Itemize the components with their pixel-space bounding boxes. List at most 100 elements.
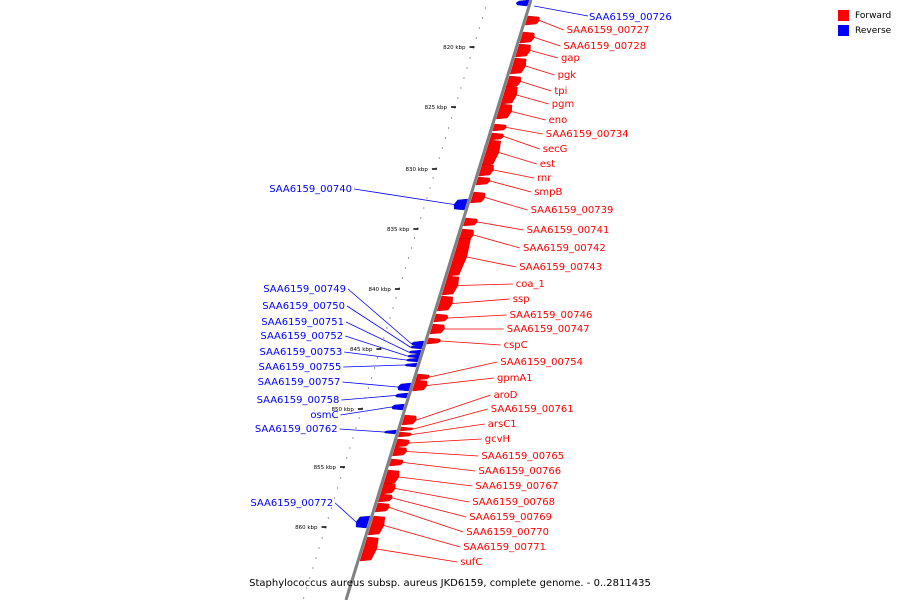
forward-gene-label: smpB bbox=[534, 187, 562, 198]
forward-gene-arrow bbox=[401, 414, 417, 426]
track-dot bbox=[352, 437, 354, 439]
track-dot bbox=[336, 487, 339, 489]
forward-gene-leader bbox=[530, 50, 559, 59]
legend-item-reverse: Reverse bbox=[838, 23, 891, 38]
forward-gene-leader bbox=[511, 111, 546, 121]
forward-gene-leader bbox=[447, 314, 507, 319]
reverse-gene-arrow bbox=[355, 515, 371, 529]
track-dot bbox=[349, 447, 351, 449]
forward-gene-leader bbox=[477, 221, 524, 231]
forward-gene-arrow bbox=[367, 515, 386, 536]
track-dot bbox=[318, 547, 320, 549]
forward-gene-leader bbox=[395, 488, 470, 503]
tick-layer: 820 kbp 825 kbp 830 kbp 835 kbp 840 kbp 845 k… bbox=[295, 7, 487, 599]
forward-gene-leader bbox=[484, 197, 528, 211]
forward-gene-label: SAA6159_00739 bbox=[531, 205, 614, 216]
reverse-gene-label: SAA6159_00740 bbox=[269, 184, 352, 195]
kbp-tick-label: 850 kbp bbox=[331, 407, 354, 413]
forward-gene-leader bbox=[466, 256, 517, 268]
reverse-gene-label: SAA6159_00749 bbox=[263, 284, 346, 295]
track-dot bbox=[438, 157, 440, 159]
reverse-gene-label: SAA6159_00757 bbox=[258, 377, 341, 388]
track-dot bbox=[410, 247, 413, 249]
track-dot bbox=[441, 147, 443, 149]
reverse-gene-arrow bbox=[391, 403, 405, 411]
track-dot bbox=[484, 7, 487, 9]
track-dot bbox=[315, 557, 317, 559]
forward-gene-arrow bbox=[415, 373, 431, 381]
reverse-gene-leader bbox=[347, 288, 412, 344]
reverse-gene-arrow bbox=[404, 362, 418, 368]
forward-gene-arrow bbox=[359, 536, 379, 562]
track-dot bbox=[383, 337, 385, 339]
forward-gene-leader bbox=[406, 451, 479, 457]
forward-gene-leader bbox=[403, 462, 476, 472]
reverse-gene-arrow bbox=[406, 353, 421, 359]
reverse-gene-leader bbox=[340, 406, 392, 416]
forward-gene-leader bbox=[506, 127, 543, 135]
forward-gene-label: est bbox=[540, 159, 555, 170]
forward-gene-label: coa_1 bbox=[516, 279, 545, 290]
track-dot bbox=[401, 277, 403, 279]
kbp-tick-label: 855 kbp bbox=[314, 465, 337, 471]
forward-gene-label: gap bbox=[561, 53, 580, 64]
reverse-gene-label: SAA6159_00726 bbox=[589, 12, 672, 23]
kbp-tick-label: 860 kbp bbox=[295, 525, 318, 531]
genome-caption: Staphylococcus aureus subsp. aureus JKD6… bbox=[249, 578, 651, 589]
kbp-tick-label: 840 kbp bbox=[368, 287, 391, 293]
legend-label-forward: Forward bbox=[855, 10, 892, 21]
forward-gene-arrow bbox=[505, 75, 522, 88]
track-dot bbox=[386, 327, 388, 329]
reverse-gene-arrow bbox=[405, 357, 419, 363]
kbp-tick-label: 825 kbp bbox=[425, 105, 448, 111]
forward-gene-label: SAA6159_00728 bbox=[563, 41, 646, 52]
forward-gene-label: pgm bbox=[552, 99, 574, 110]
forward-gene-arrow bbox=[433, 313, 449, 323]
forward-gene-leader bbox=[452, 298, 510, 304]
forward-gene-arrow bbox=[426, 337, 442, 345]
forward-gene-leader bbox=[429, 361, 498, 378]
reverse-gene-label: SAA6159_00758 bbox=[257, 395, 340, 406]
reverse-gene-leader bbox=[341, 395, 396, 401]
forward-gene-arrow bbox=[436, 295, 453, 312]
forward-gene-arrow bbox=[515, 43, 531, 58]
forward-gene-label: SAA6159_00742 bbox=[523, 243, 606, 254]
track-dot bbox=[426, 197, 428, 199]
track-dot bbox=[355, 427, 357, 429]
forward-gene-label: SAA6159_00771 bbox=[463, 542, 546, 553]
forward-gene-leader bbox=[525, 65, 555, 76]
reverse-gene-arrow bbox=[409, 344, 423, 350]
legend: Forward Reverse bbox=[838, 8, 891, 38]
forward-gene-leader bbox=[411, 423, 485, 435]
forward-gene-leader bbox=[457, 283, 513, 286]
forward-gene-leader bbox=[493, 169, 535, 179]
reverse-gene-label: SAA6159_00751 bbox=[261, 317, 344, 328]
forward-gene-leader bbox=[498, 152, 537, 165]
kbp-tick-label: 835 kbp bbox=[387, 227, 410, 233]
forward-gene-leader bbox=[398, 476, 473, 487]
forward-gene-label: secG bbox=[543, 144, 568, 155]
kbp-tick-label: 820 kbp bbox=[443, 45, 466, 51]
track-dot bbox=[327, 517, 329, 519]
track-dot bbox=[309, 577, 311, 579]
reverse-gene-leader bbox=[344, 351, 407, 361]
forward-gene-label: gcvH bbox=[485, 434, 510, 445]
track-dot bbox=[444, 137, 447, 139]
track-dot bbox=[306, 587, 308, 589]
forward-gene-arrow bbox=[489, 132, 505, 141]
forward-gene-arrow bbox=[394, 438, 410, 448]
reverse-gene-label: SAA6159_00772 bbox=[250, 498, 333, 509]
reverse-gene-label: SAA6159_00752 bbox=[260, 331, 343, 342]
forward-gene-leader bbox=[440, 340, 501, 346]
forward-gene-leader bbox=[392, 497, 467, 518]
track-dot bbox=[460, 87, 462, 89]
track-dot bbox=[451, 117, 453, 119]
forward-gene-label: SAA6159_00768 bbox=[472, 497, 555, 508]
forward-gene-leader bbox=[539, 20, 564, 31]
forward-gene-arrow bbox=[447, 237, 471, 277]
forward-gene-label: SAA6159_00770 bbox=[466, 527, 549, 538]
forward-gene-arrow bbox=[463, 217, 478, 227]
forward-gene-leader bbox=[409, 438, 482, 444]
